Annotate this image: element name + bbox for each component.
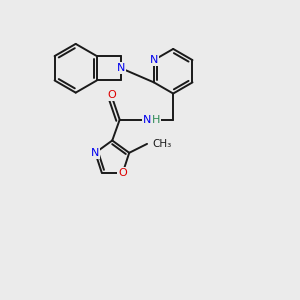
Text: N: N bbox=[143, 115, 151, 125]
Text: N: N bbox=[117, 63, 125, 73]
Text: H: H bbox=[152, 115, 160, 125]
Text: N: N bbox=[91, 148, 100, 158]
Text: O: O bbox=[118, 168, 127, 178]
Text: CH₃: CH₃ bbox=[152, 139, 172, 149]
Text: O: O bbox=[107, 90, 116, 100]
Text: N: N bbox=[150, 55, 158, 65]
